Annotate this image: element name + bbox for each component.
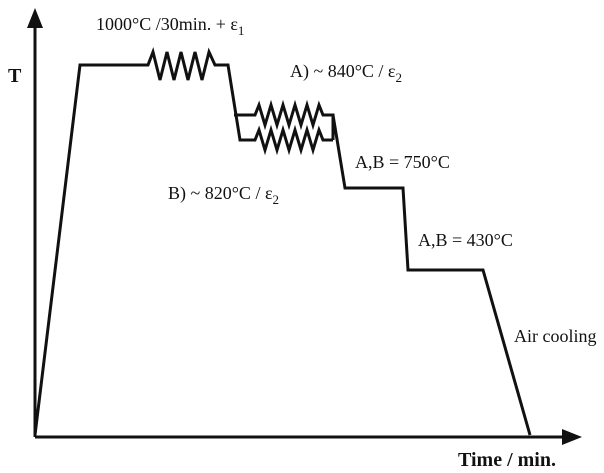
pass-a-text: A) ~ 840°C / ε (290, 61, 396, 82)
pass-b-label: B) ~ 820°C / ε2 (168, 183, 279, 207)
y-axis-arrow (27, 8, 43, 28)
x-axis-label: Time / min. (458, 449, 556, 471)
pass-a-label: A) ~ 840°C / ε2 (290, 61, 402, 85)
reheat-label: 1000°C /30min. + ε1 (96, 14, 244, 38)
hold-750-label: A,B = 750°C (355, 152, 450, 172)
pass-b-sub: 2 (273, 192, 280, 207)
schedule-curve-a (234, 99, 335, 140)
x-axis-arrow (562, 429, 582, 445)
pass-a-sub: 2 (396, 70, 403, 85)
y-axis-label: T (8, 65, 22, 87)
hold-430-label: A,B = 430°C (418, 230, 513, 250)
schedule-curve-b (33, 47, 333, 436)
reheat-text: 1000°C /30min. + ε (96, 14, 238, 34)
schedule-curve-cooling (331, 114, 532, 436)
reheat-sub: 1 (238, 23, 245, 38)
cooling-label: Air cooling (514, 326, 597, 346)
pass-b-text: B) ~ 820°C / ε (168, 183, 273, 204)
